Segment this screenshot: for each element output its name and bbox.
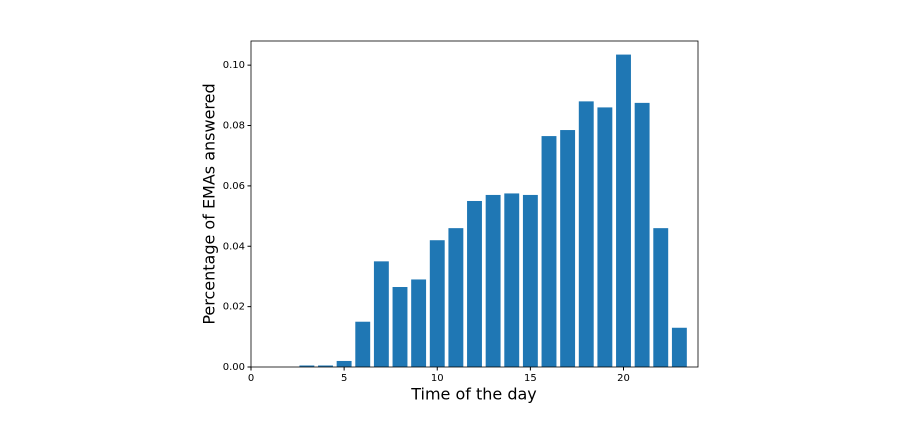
bar [467, 200, 482, 367]
y-tick-label: 0.10 [223, 60, 245, 71]
bar [299, 365, 315, 367]
x-axis-label: Time of the day [410, 385, 537, 404]
bar [578, 101, 594, 368]
bar [541, 136, 557, 367]
bar [392, 287, 408, 367]
x-tick-label: 0 [248, 373, 254, 384]
x-tick-label: 10 [431, 373, 444, 384]
bar [355, 321, 371, 367]
bar [318, 365, 333, 367]
y-axis-label: Percentage of EMAs answered [200, 83, 219, 324]
bar [597, 107, 613, 367]
y-tick-label: 0.02 [223, 302, 245, 313]
plot-frame [250, 40, 699, 368]
x-tick-label: 20 [617, 373, 630, 384]
bar [411, 279, 427, 367]
bar [336, 360, 352, 367]
y-tick-label: 0.08 [223, 121, 245, 132]
x-tick-label: 5 [341, 373, 347, 384]
bar [485, 194, 501, 367]
bar [504, 193, 520, 367]
bar [560, 130, 576, 367]
y-tick-label: 0.06 [223, 181, 245, 192]
x-tick-label: 15 [524, 373, 537, 384]
y-tick-label: 0.00 [223, 362, 245, 373]
bar [448, 228, 464, 367]
bar [653, 228, 669, 367]
bar [522, 194, 538, 367]
y-tick-label: 0.04 [223, 241, 245, 252]
bar [634, 102, 650, 367]
bar [671, 327, 687, 367]
bar [373, 261, 389, 367]
bar [616, 54, 631, 367]
bar [429, 240, 445, 367]
